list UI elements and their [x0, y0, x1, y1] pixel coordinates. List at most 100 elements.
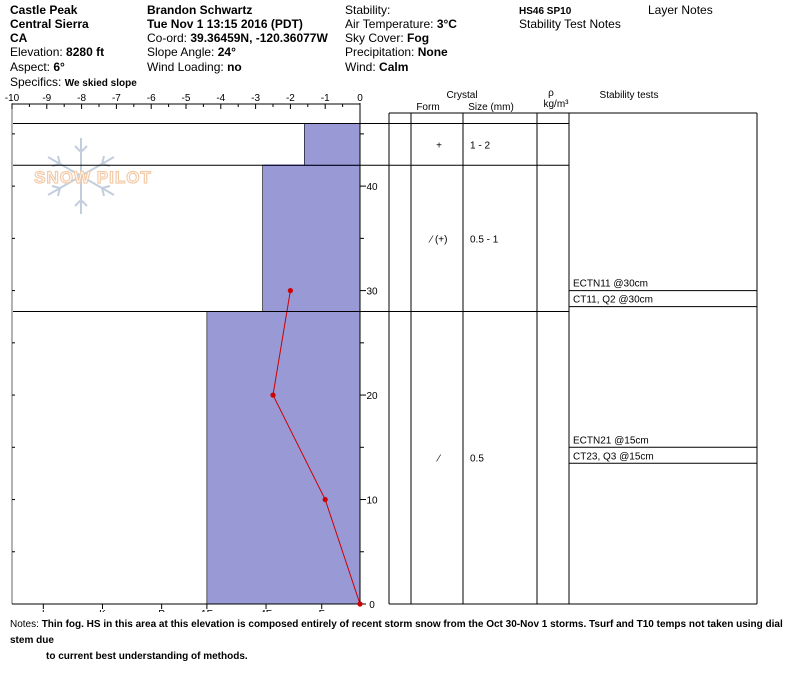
snowpilot-watermark: SNOW PILOT — [34, 138, 152, 214]
temp-tick-label-9: -1 — [321, 93, 330, 104]
coord-label: Co-ord: — [147, 31, 188, 45]
height-tick-label-4: 40 — [366, 182, 378, 193]
elevation: Elevation: 8280 ft — [10, 45, 104, 60]
slope-angle: Slope Angle: 24° — [147, 45, 236, 60]
height-tick-label-2: 20 — [366, 391, 378, 402]
hardness-tick-label-1: K — [99, 609, 106, 612]
height-tick-label-3: 30 — [366, 287, 378, 298]
slope-label: Slope Angle: — [147, 45, 215, 59]
wind-label: Wind: — [345, 60, 376, 74]
notes-label: Notes: — [10, 619, 39, 630]
hardness-tick-label-2: P — [158, 609, 165, 612]
density-unit-header: kg/m³ — [544, 99, 570, 110]
range: Central Sierra — [10, 17, 89, 31]
layer-notes: Layer Notes — [648, 3, 713, 17]
rho-header: ρ — [548, 88, 554, 99]
stability: Stability: — [345, 3, 391, 17]
hardness-tick-label-4: 4F — [260, 609, 272, 612]
temp-tick-label-3: -7 — [112, 93, 121, 104]
aspect-label: Aspect: — [10, 60, 51, 74]
air-temperature: Air Temperature: 3°C — [345, 17, 457, 32]
specifics-value: We skied slope — [64, 78, 137, 89]
stability-test-0: ECTN11 @30cm — [573, 279, 648, 290]
layer-form-1: ⁄ (+) — [428, 234, 448, 245]
precip-label: Precipitation: — [345, 45, 415, 59]
observer: Brandon Schwartz — [147, 3, 253, 17]
elevation-label: Elevation: — [10, 45, 63, 59]
aspect-value: 6° — [53, 60, 65, 74]
temp-tick-label-7: -3 — [251, 93, 260, 104]
hardness-bar-0 — [206, 311, 360, 604]
height-tick-label-1: 10 — [366, 496, 378, 507]
hs-sp: HS46 SP10 — [519, 6, 572, 17]
datetime: Tue Nov 1 13:15 2016 (PDT) — [147, 17, 303, 31]
temp-tick-label-10: 0 — [357, 93, 363, 104]
temp-tick-label-2: -8 — [77, 93, 86, 104]
notes: Notes: Thin fog. HS in this area at this… — [10, 617, 795, 665]
stability-test-notes: Stability Test Notes — [519, 17, 621, 31]
air-temp-label: Air Temperature: — [345, 17, 434, 31]
location: Castle Peak — [10, 3, 78, 17]
crystal-header: Crystal — [446, 90, 477, 101]
wind-loading: Wind Loading: no — [147, 60, 242, 75]
elevation-value: 8280 ft — [66, 45, 105, 59]
hardness-axis: I K P 1F 4F F — [42, 604, 325, 612]
notes-text-line1: Thin fog. HS in this area at this elevat… — [10, 619, 783, 646]
coord-value: 39.36459N, -120.36077W — [190, 31, 328, 45]
hardness-tick-label-3: 1F — [201, 609, 213, 612]
temp-tick-label-4: -6 — [147, 93, 156, 104]
table-frame — [388, 112, 758, 605]
form-header: Form — [416, 102, 439, 113]
layer-size-0: 1 - 2 — [470, 140, 490, 151]
temp-tick-label-0: -10 — [5, 93, 20, 104]
notes-text-line2: to current best understanding of methods… — [46, 651, 248, 662]
table-rows: +1 - 2 ⁄ (+) 0.5 - 1 ⁄ 0.5 — [13, 122, 569, 465]
sky-cover: Sky Cover: Fog — [345, 31, 429, 46]
hardness-tick-label-0: I — [42, 609, 45, 612]
stability-test-2: ECTN21 @15cm — [573, 435, 649, 446]
layer-form-0: + — [436, 140, 442, 151]
specifics: Specifics: We skied slope — [10, 75, 137, 91]
sky-label: Sky Cover: — [345, 31, 404, 45]
snowflake-icon — [47, 138, 115, 214]
state: CA — [10, 31, 28, 45]
precip-value: None — [417, 45, 448, 59]
temp-point-0 — [287, 287, 293, 294]
size-header: Size (mm) — [468, 102, 514, 113]
height-axis: 0 10 20 30 40 — [12, 133, 378, 611]
wind-value: Calm — [379, 60, 409, 74]
layer-size-1: 0.5 - 1 — [470, 234, 499, 245]
layer-size-2: 0.5 — [470, 454, 484, 465]
stability-test-3: CT23, Q3 @15cm — [573, 451, 654, 462]
coordinates: Co-ord: 39.36459N, -120.36077W — [147, 31, 328, 46]
temperature-axis: -10 -9 -8 -7 -6 -5 -4 -3 -2 -1 0 — [5, 93, 363, 109]
specifics-label: Specifics: — [10, 75, 62, 89]
precipitation: Precipitation: None — [345, 45, 448, 60]
wind-loading-value: no — [227, 60, 242, 74]
snow-profile-chart: SNOW PILOT -10 -9 -8 -7 -6 -5 -4 -3 -2 -1 0 010203… — [5, 88, 758, 612]
aspect: Aspect: 6° — [10, 60, 65, 75]
stability-tests: ECTN21 @15cm CT23, Q3 @15cm ECTN11 @30cm CT… — [569, 279, 757, 464]
temp-point-1 — [270, 392, 276, 398]
temp-tick-label-8: -2 — [286, 93, 295, 104]
sky-value: Fog — [407, 31, 430, 45]
stability-test-1: CT11, Q2 @30cm — [573, 295, 653, 306]
layer-form-2: ⁄ — [435, 454, 441, 465]
watermark-text: SNOW PILOT — [34, 168, 152, 187]
hardness-bar-2 — [304, 123, 360, 166]
temp-tick-label-5: -5 — [182, 93, 191, 104]
hardness-tick-label-5: F — [319, 609, 325, 612]
stability-tests-header: Stability tests — [600, 90, 659, 101]
layer-table: Crystal Form Size (mm) ρ kg/m³ Stability… — [13, 88, 758, 605]
temp-point-3 — [357, 601, 363, 607]
slope-value: 24° — [217, 45, 236, 59]
wind-loading-label: Wind Loading: — [147, 60, 224, 74]
temp-point-2 — [322, 496, 328, 503]
temp-tick-label-1: -9 — [42, 93, 51, 104]
hardness-bars — [206, 122, 360, 604]
temp-profile-line — [272, 290, 361, 605]
temp-tick-label-6: -4 — [216, 93, 225, 104]
wind: Wind: Calm — [345, 60, 408, 75]
air-temp-value: 3°C — [436, 17, 457, 31]
height-tick-label-0: 0 — [369, 600, 375, 611]
